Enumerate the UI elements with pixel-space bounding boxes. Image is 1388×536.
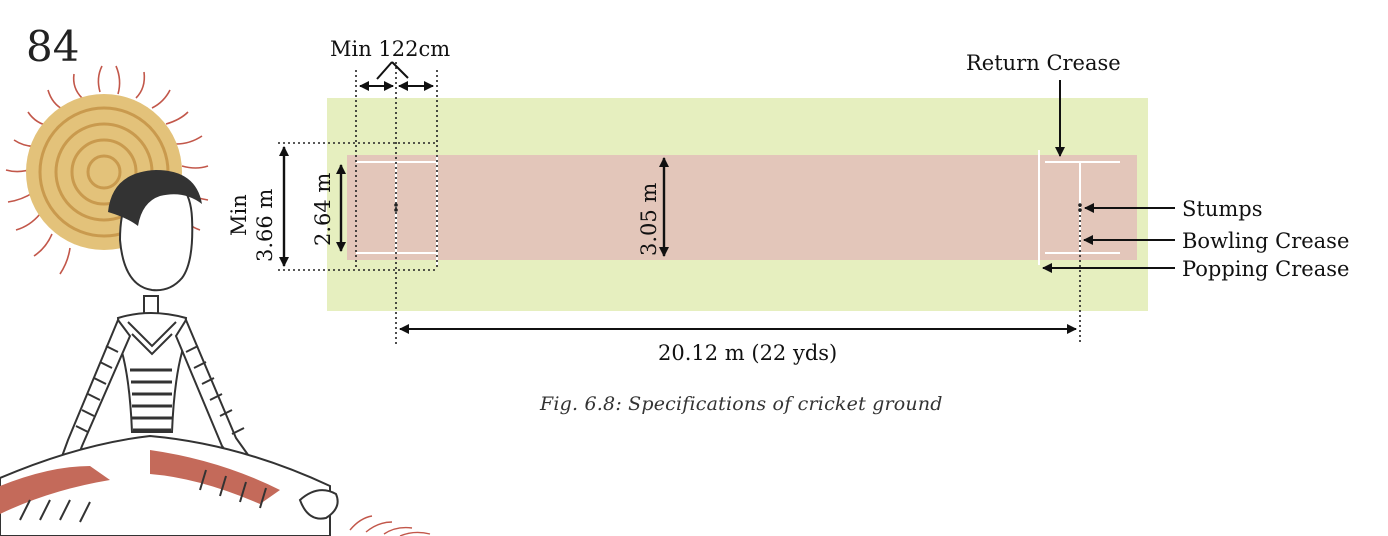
- figure-head: [108, 170, 202, 323]
- dotted-guides: [278, 62, 1081, 345]
- label-366: 3.66 m: [253, 189, 277, 262]
- label-stumps: Stumps: [1182, 197, 1262, 221]
- label-min: Min: [227, 194, 251, 236]
- page-number: 84: [26, 22, 80, 71]
- yoga-figure-illustration: [0, 65, 431, 536]
- right-creases: [1038, 150, 1120, 265]
- label-pitch-length: 20.12 m (22 yds): [658, 341, 837, 365]
- pitch: [347, 155, 1137, 260]
- figure-caption: Fig. 6.8: Specifications of cricket grou…: [540, 393, 943, 415]
- label-305: 3.05 m: [637, 183, 661, 256]
- label-bowling-crease: Bowling Crease: [1182, 229, 1349, 253]
- left-stumps: [394, 203, 398, 207]
- width-122-arrows: [359, 61, 434, 91]
- label-264: 2.64 m: [311, 173, 335, 246]
- label-return-crease: Return Crease: [966, 51, 1121, 75]
- figure-torso: [116, 312, 188, 433]
- figure-legs: [0, 434, 431, 536]
- label-min-122cm: Min 122cm: [330, 37, 450, 61]
- label-popping-crease: Popping Crease: [1182, 257, 1349, 281]
